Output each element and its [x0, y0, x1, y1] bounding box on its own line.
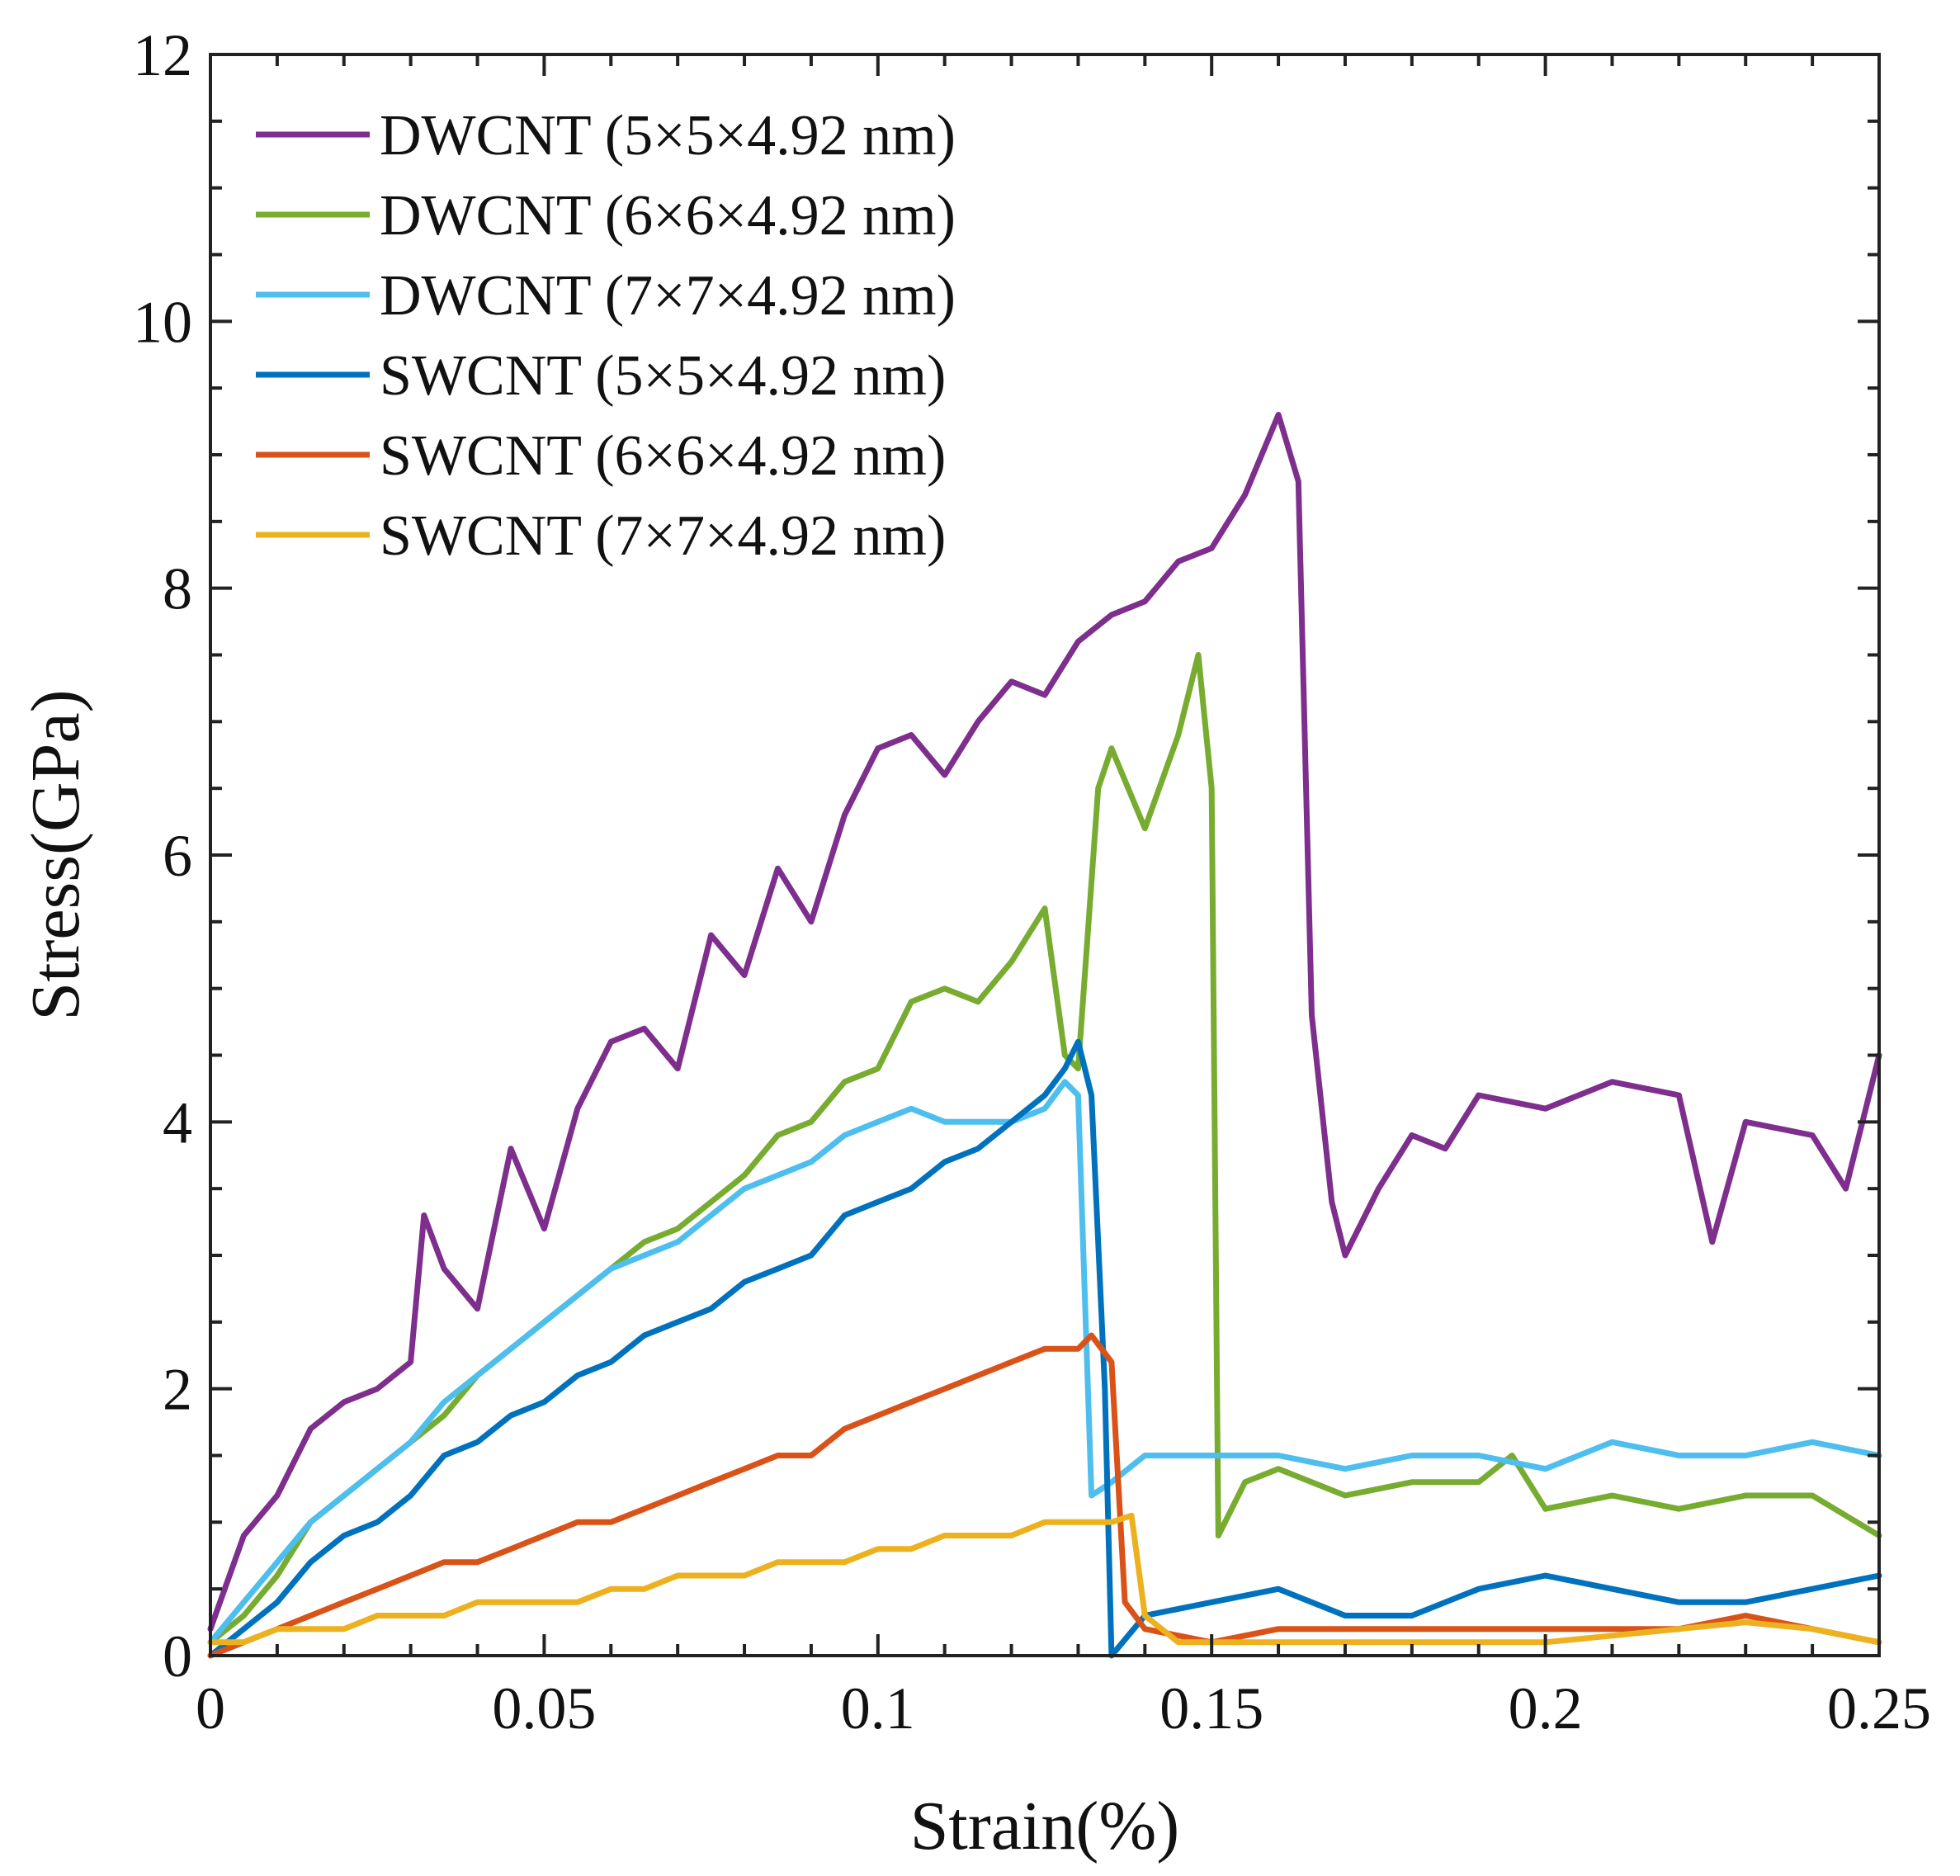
y-tick-label: 4	[163, 1089, 192, 1155]
y-tick-label: 0	[163, 1623, 192, 1689]
x-tick-label: 0.05	[492, 1675, 596, 1741]
legend-label-2: DWCNT (6×6×4.92 nm)	[380, 184, 956, 248]
legend-label-5: SWCNT (6×6×4.92 nm)	[380, 424, 946, 488]
legend-label-3: DWCNT (7×7×4.92 nm)	[380, 264, 956, 328]
series-line-4	[207, 1038, 1882, 1659]
x-tick-label: 0.15	[1159, 1675, 1263, 1741]
legend: DWCNT (5×5×4.92 nm) DWCNT (6×6×4.92 nm) DW…	[256, 104, 956, 568]
y-tick-label: 8	[163, 556, 192, 622]
x-tick-label: 0.2	[1509, 1675, 1583, 1741]
y-tick-label: 6	[163, 823, 192, 889]
legend-label-4: SWCNT (5×5×4.92 nm)	[380, 344, 946, 408]
x-tick-label: 0	[196, 1675, 225, 1741]
x-axis-title: Strain(%)	[910, 1788, 1180, 1864]
series-line-3	[207, 1079, 1882, 1646]
series-line-2	[207, 652, 1882, 1646]
legend-label-1: DWCNT (5×5×4.92 nm)	[380, 104, 956, 168]
x-tick-label: 0.25	[1827, 1675, 1931, 1741]
y-tick-label: 2	[163, 1357, 192, 1423]
series-line-1	[207, 412, 1882, 1633]
series-layer	[207, 412, 1882, 1659]
legend-label-6: SWCNT (7×7×4.92 nm)	[380, 504, 946, 568]
y-tick-label: 10	[133, 289, 192, 355]
x-axis: 0 0.05 0.1 0.15 0.2 0.25	[196, 54, 1931, 1741]
series-line-6	[207, 1512, 1882, 1646]
y-axis: 0 2 4 6 8 10 12	[133, 22, 1879, 1689]
series-line-5	[207, 1332, 1882, 1659]
y-axis-title: Stress(GPa)	[17, 689, 94, 1020]
y-tick-label: 12	[133, 22, 192, 88]
x-tick-label: 0.1	[841, 1675, 915, 1741]
